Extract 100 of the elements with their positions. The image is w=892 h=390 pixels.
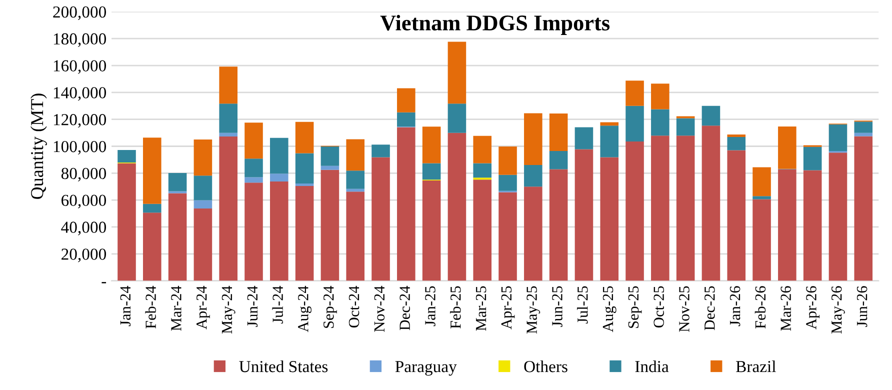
bar <box>448 42 466 104</box>
x-tick-label: Jul-25 <box>577 286 588 324</box>
bar <box>295 153 314 184</box>
bar <box>397 112 416 127</box>
bar <box>651 84 670 110</box>
legend-label: India <box>635 360 669 372</box>
bar <box>498 146 517 175</box>
x-tick-label: Feb-24 <box>145 286 156 329</box>
bar <box>194 176 212 200</box>
bar <box>143 138 162 204</box>
bar <box>219 136 238 281</box>
bar <box>270 174 288 182</box>
bar <box>752 196 771 200</box>
bar <box>194 200 212 209</box>
bar <box>752 199 771 281</box>
bar <box>346 170 364 189</box>
x-tick-label: Jan-26 <box>730 286 740 326</box>
bar <box>346 139 364 171</box>
bar <box>828 152 848 281</box>
x-tick-label: Dec-24 <box>400 286 410 330</box>
bar <box>194 140 212 176</box>
bar <box>194 208 212 281</box>
x-tick-label: Mar-25 <box>476 286 486 331</box>
bar <box>778 169 796 281</box>
x-tick-label: Oct-25 <box>654 286 664 328</box>
bar <box>320 170 340 281</box>
legend-label: Paraguay <box>395 361 457 376</box>
bar <box>702 106 720 126</box>
bar <box>219 132 238 137</box>
x-tick-label: Sep-25 <box>628 286 642 328</box>
x-tick-label: Jan-24 <box>120 286 131 326</box>
bar <box>498 192 517 281</box>
y-axis-title: Quantity (MT) <box>30 94 47 199</box>
bar <box>549 169 568 281</box>
bar <box>600 122 619 126</box>
bar <box>244 158 263 178</box>
bar <box>498 174 517 191</box>
bar <box>118 150 136 163</box>
x-tick-label: May-25 <box>526 286 540 334</box>
bar <box>574 127 594 150</box>
y-tick-label: 100,000 <box>54 140 106 155</box>
x-tick-label: Sep-24 <box>324 286 337 328</box>
bar <box>422 163 441 180</box>
y-tick-label: 80,000 <box>61 168 106 182</box>
x-tick-label: Jul-24 <box>272 286 283 324</box>
x-tick-label: Aug-25 <box>602 286 616 332</box>
bar <box>549 114 568 151</box>
x-tick-label: Jun-26 <box>856 286 868 327</box>
bar <box>422 126 441 164</box>
bar <box>219 104 238 133</box>
bar <box>600 157 619 281</box>
bar <box>651 109 670 136</box>
bar <box>244 182 263 281</box>
x-tick-label: Mar-24 <box>171 286 182 331</box>
bar <box>372 157 390 281</box>
bar <box>473 180 492 281</box>
bar <box>549 150 568 170</box>
legend-label: Others <box>524 360 568 372</box>
bar <box>320 146 340 166</box>
bar <box>574 149 594 281</box>
bar <box>752 167 771 196</box>
x-tick-label: Dec-25 <box>704 286 715 330</box>
x-tick-label: May-24 <box>222 286 236 334</box>
bar <box>828 124 848 151</box>
x-tick-label: Nov-24 <box>374 286 385 332</box>
bar <box>854 136 873 281</box>
bar <box>676 118 695 136</box>
x-tick-label: Apr-25 <box>501 286 515 330</box>
bar <box>397 127 416 281</box>
bar <box>803 146 822 170</box>
y-tick-label: 20,000 <box>62 248 106 262</box>
bar <box>346 188 364 192</box>
bar <box>473 163 492 178</box>
legend-label: United States <box>239 360 328 372</box>
y-tick-label: 160,000 <box>54 60 106 74</box>
bar <box>143 212 162 281</box>
x-tick-label: Jan-25 <box>425 286 436 326</box>
bar <box>320 166 340 170</box>
bar <box>219 66 238 104</box>
x-tick-label: Jun-24 <box>247 286 258 327</box>
x-tick-label: Mar-26 <box>780 286 791 331</box>
bar <box>397 88 416 112</box>
x-tick-label: Nov-25 <box>679 286 690 332</box>
bar <box>600 126 619 158</box>
bar <box>727 150 746 281</box>
bar <box>448 132 466 281</box>
bar <box>295 186 314 281</box>
bar <box>524 113 542 165</box>
bar <box>778 126 796 169</box>
x-tick-label: May-26 <box>831 286 845 334</box>
x-tick-label: Jun-25 <box>552 286 562 327</box>
bar <box>448 104 466 133</box>
x-tick-label: Apr-24 <box>196 286 210 330</box>
bar <box>524 186 542 281</box>
bar <box>168 193 187 281</box>
bar <box>244 177 263 183</box>
bar <box>270 138 288 174</box>
legend-label: Brazil <box>736 360 776 372</box>
x-tick-label: Oct-24 <box>348 286 360 328</box>
y-tick-label: - <box>102 282 106 284</box>
